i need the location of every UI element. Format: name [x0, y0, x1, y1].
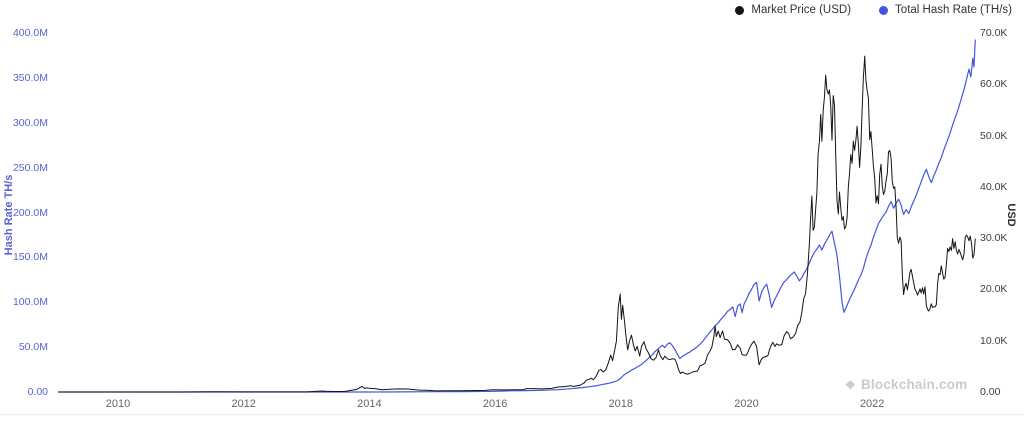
left-tick-0: 0.00 [27, 386, 48, 398]
x-tick-2016: 2016 [482, 398, 508, 410]
left-tick-350: 350.0M [12, 71, 48, 84]
left-tick-50: 50.0M [18, 341, 48, 354]
right-tick-20: 20.0K [980, 283, 1008, 296]
chart-legend: Market Price (USD) Total Hash Rate (TH/s… [735, 4, 1012, 16]
x-tick-2012: 2012 [231, 398, 256, 410]
x-tick-2018: 2018 [608, 398, 634, 410]
x-tick-2022: 2022 [859, 398, 885, 410]
left-tick-200: 200.0M [12, 206, 48, 219]
legend-label-market-price: Market Price (USD) [751, 4, 852, 16]
right-tick-40: 40.0K [980, 180, 1008, 193]
blockchain-logo-icon: ❖ [845, 377, 856, 392]
left-tick-300: 300.0M [12, 116, 48, 129]
right-tick-0: 0.00 [980, 386, 1001, 398]
hash-rate-dot-icon [879, 5, 889, 15]
legend-label-hash-rate: Total Hash Rate (TH/s) [895, 4, 1012, 16]
legend-item-market-price[interactable]: Market Price (USD) [735, 4, 851, 16]
left-tick-250: 250.0M [12, 161, 48, 174]
x-tick-2020: 2020 [734, 398, 759, 410]
right-tick-50: 50.0K [980, 129, 1008, 142]
x-tick-2014: 2014 [357, 398, 382, 410]
right-axis-title: USD [1005, 203, 1017, 227]
right-tick-60: 60.0K [980, 78, 1008, 91]
right-tick-30: 30.0K [980, 232, 1008, 245]
market-price-line [58, 55, 976, 393]
legend-item-hash-rate[interactable]: Total Hash Rate (TH/s) [879, 4, 1012, 16]
bottom-divider [0, 414, 1024, 415]
right-tick-70: 70.0K [980, 27, 1008, 39]
left-tick-150: 150.0M [12, 251, 48, 264]
market-price-dot-icon [735, 5, 745, 15]
left-tick-400: 400.0M [12, 27, 48, 39]
hash-rate-line [58, 39, 976, 393]
left-tick-100: 100.0M [12, 296, 48, 309]
watermark-text: Blockchain.com [860, 377, 968, 392]
right-tick-10: 10.0K [980, 334, 1008, 347]
x-tick-2010: 2010 [105, 398, 131, 410]
blockchain-watermark: ❖ Blockchain.com [845, 377, 967, 392]
